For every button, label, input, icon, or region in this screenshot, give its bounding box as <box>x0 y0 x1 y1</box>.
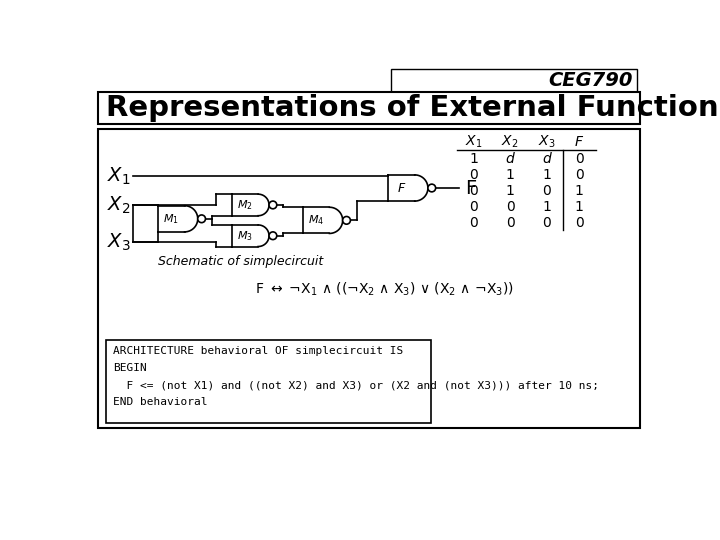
Text: 0: 0 <box>575 168 583 182</box>
Text: 1: 1 <box>505 184 515 198</box>
Text: $M_4$: $M_4$ <box>308 213 325 227</box>
FancyBboxPatch shape <box>98 130 640 428</box>
Circle shape <box>343 217 351 224</box>
Text: $M_3$: $M_3$ <box>237 229 253 242</box>
Circle shape <box>269 201 276 209</box>
Text: 1: 1 <box>542 168 551 182</box>
Text: $F$: $F$ <box>574 135 584 149</box>
Text: ARCHITECTURE behavioral OF simplecircuit IS: ARCHITECTURE behavioral OF simplecircuit… <box>113 346 403 356</box>
FancyBboxPatch shape <box>98 92 640 124</box>
Text: 0: 0 <box>575 152 583 166</box>
Text: Schematic of simplecircuit: Schematic of simplecircuit <box>158 255 323 268</box>
Circle shape <box>198 215 205 222</box>
Text: F <= (not X1) and ((not X2) and X3) or (X2 and (not X3))) after 10 ns;: F <= (not X1) and ((not X2) and X3) or (… <box>113 380 599 390</box>
Text: $F$: $F$ <box>397 181 406 194</box>
FancyBboxPatch shape <box>106 340 431 423</box>
Text: 1: 1 <box>575 200 583 214</box>
Text: 0: 0 <box>505 200 514 214</box>
Text: END behavioral: END behavioral <box>113 397 208 407</box>
Text: d: d <box>542 152 551 166</box>
Text: 0: 0 <box>542 217 551 231</box>
Text: 0: 0 <box>469 184 478 198</box>
Text: $X_2$: $X_2$ <box>107 194 130 215</box>
Text: 1: 1 <box>469 152 478 166</box>
Text: $X_3$: $X_3$ <box>107 231 131 253</box>
Text: $X_2$: $X_2$ <box>501 133 518 150</box>
Text: 0: 0 <box>469 168 478 182</box>
Text: 1: 1 <box>542 200 551 214</box>
Text: 0: 0 <box>542 184 551 198</box>
Text: F: F <box>465 179 477 198</box>
Text: 0: 0 <box>469 200 478 214</box>
Circle shape <box>269 232 276 240</box>
Text: 0: 0 <box>469 217 478 231</box>
Text: $M_2$: $M_2$ <box>237 198 253 212</box>
Circle shape <box>428 184 436 192</box>
Text: CEG790: CEG790 <box>548 71 632 90</box>
Text: $X_1$: $X_1$ <box>465 133 482 150</box>
Text: 1: 1 <box>505 168 515 182</box>
FancyBboxPatch shape <box>391 69 637 92</box>
Text: $X_1$: $X_1$ <box>107 166 130 187</box>
Text: 0: 0 <box>505 217 514 231</box>
Text: $M_1$: $M_1$ <box>163 212 179 226</box>
Text: 0: 0 <box>575 217 583 231</box>
Text: 1: 1 <box>575 184 583 198</box>
Text: Representations of External Function: Representations of External Function <box>106 94 718 122</box>
Text: d: d <box>505 152 514 166</box>
Text: F $\leftrightarrow$ $\neg$X$_1$ $\wedge$ (($\neg$X$_2$ $\wedge$ X$_3$) $\vee$ (X: F $\leftrightarrow$ $\neg$X$_1$ $\wedge$… <box>255 281 514 298</box>
Text: BEGIN: BEGIN <box>113 363 147 373</box>
Text: $X_3$: $X_3$ <box>538 133 555 150</box>
